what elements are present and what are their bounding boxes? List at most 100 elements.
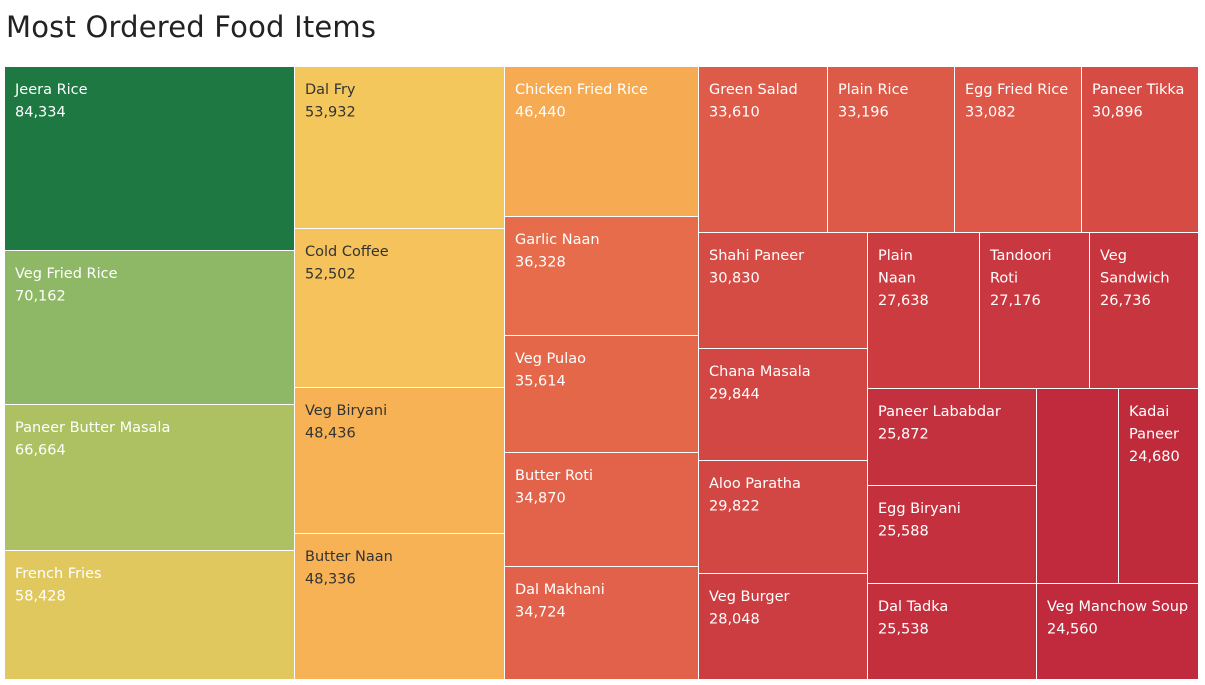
tile-rect[interactable]	[1090, 233, 1198, 388]
tile-shahi-paneer[interactable]: Shahi Paneer 30,830	[699, 233, 867, 348]
tile-value-label: 28,048	[709, 612, 760, 628]
tile-garlic-naan[interactable]: Garlic Naan 36,328	[505, 217, 698, 335]
tile-value-label: 30,896	[1092, 105, 1143, 121]
tile-rect[interactable]	[868, 233, 979, 388]
tile-dal-tadka[interactable]: Dal Tadka 25,538	[868, 584, 1036, 679]
tile-value-label: 46,440	[515, 105, 566, 121]
tile-butter-roti[interactable]: Butter Roti 34,870	[505, 453, 698, 566]
tile-name-label: Paneer Tikka	[1092, 82, 1184, 98]
tile-egg-fried-rice[interactable]: Egg Fried Rice 33,082	[955, 67, 1081, 232]
tile-rect[interactable]	[5, 67, 294, 250]
tile-value-label: 52,502	[305, 267, 356, 283]
tile-rect[interactable]	[505, 67, 698, 216]
tile-name-label: Sandwich	[1100, 271, 1170, 287]
tile-name-label: Kadai	[1129, 404, 1169, 420]
tile-veg-burger[interactable]: Veg Burger 28,048	[699, 574, 867, 679]
tile-value-label: 35,614	[515, 374, 566, 390]
tile-rect[interactable]	[505, 217, 698, 335]
tile-name-label: Paneer Butter Masala	[15, 420, 170, 436]
tile-veg-pulao[interactable]: Veg Pulao 35,614	[505, 336, 698, 452]
tile-name-label: Paneer	[1129, 427, 1179, 443]
tile-aloo-paratha[interactable]: Aloo Paratha 29,822	[699, 461, 867, 573]
tile-value-label: 66,664	[15, 443, 66, 459]
tile-rect[interactable]	[699, 67, 827, 232]
tile-paneer-tikka[interactable]: Paneer Tikka 30,896	[1082, 67, 1198, 232]
tile-veg-sandwich[interactable]: Veg Sandwich 26,736	[1090, 233, 1198, 388]
tile-name-label: Cold Coffee	[305, 244, 389, 260]
tile-rect[interactable]	[295, 534, 504, 679]
tile-kadai-paneer[interactable]: Kadai Paneer 24,680	[1119, 389, 1198, 583]
tile-rect[interactable]	[1037, 584, 1198, 679]
tile-name-label: Chana Masala	[709, 364, 811, 380]
tile-rect[interactable]	[868, 584, 1036, 679]
tile-rect[interactable]	[505, 453, 698, 566]
tile-rect[interactable]	[505, 336, 698, 452]
tile-name-label: Aloo Paratha	[709, 476, 801, 492]
tile-value-label: 24,560	[1047, 622, 1098, 638]
tile-plain-rice[interactable]: Plain Rice 33,196	[828, 67, 954, 232]
tile-jeera-rice[interactable]: Jeera Rice 84,334	[5, 67, 294, 250]
tile-rect[interactable]	[699, 461, 867, 573]
tile-dal-makhani[interactable]: Dal Makhani 34,724	[505, 567, 698, 679]
tile-name-label: Egg Fried Rice	[965, 82, 1068, 98]
tile-rect[interactable]	[868, 389, 1036, 485]
tile-name-label: Veg Manchow Soup	[1047, 599, 1188, 615]
tile-name-label: Butter Naan	[305, 549, 393, 565]
tile-veg-fried-rice[interactable]: Veg Fried Rice 70,162	[5, 251, 294, 404]
tile-name-label: Veg Fried Rice	[15, 266, 118, 282]
tile-rect[interactable]	[699, 233, 867, 348]
tile-value-label: 27,176	[990, 293, 1041, 309]
tile-french-fries[interactable]: French Fries 58,428	[5, 551, 294, 679]
tile-value-label: 27,638	[878, 293, 929, 309]
tile-tandoori-roti[interactable]: Tandoori Roti 27,176	[980, 233, 1089, 388]
tile-rect[interactable]	[868, 486, 1036, 583]
tile-value-label: 48,336	[305, 572, 356, 588]
tile-value-label: 84,334	[15, 105, 66, 121]
tile-name-label: French Fries	[15, 566, 102, 582]
tile-value-label: 58,428	[15, 589, 66, 605]
tile-veg-biryani[interactable]: Veg Biryani 48,436	[295, 388, 504, 533]
tile-rect[interactable]	[295, 67, 504, 228]
tile-value-label: 25,588	[878, 524, 929, 540]
tile-name-label: Butter Roti	[515, 468, 593, 484]
tile-rect[interactable]	[955, 67, 1081, 232]
tile-name-label: Jeera Rice	[14, 82, 88, 98]
tile-rect[interactable]	[5, 251, 294, 404]
tile-rect[interactable]	[980, 233, 1089, 388]
tile-plain-naan[interactable]: Plain Naan 27,638	[868, 233, 979, 388]
tile-paneer-lababdar[interactable]: Paneer Lababdar 25,872	[868, 389, 1036, 485]
tile-rect[interactable]	[5, 405, 294, 550]
tile-name-label: Veg	[1100, 248, 1127, 264]
tile-chana-masala[interactable]: Chana Masala 29,844	[699, 349, 867, 460]
tile-name-label: Green Salad	[709, 82, 798, 98]
tile-rect[interactable]	[699, 349, 867, 460]
tile-rect[interactable]	[699, 574, 867, 679]
tile-rect[interactable]	[828, 67, 954, 232]
tile-value-label: 36,328	[515, 255, 566, 271]
tile-rect[interactable]	[505, 567, 698, 679]
tile-rect[interactable]	[1082, 67, 1198, 232]
tile-rect[interactable]	[295, 388, 504, 533]
tile-egg-biryani[interactable]: Egg Biryani 25,588	[868, 486, 1036, 583]
tile-name-label: Dal Fry	[305, 82, 356, 98]
tile-chicken-fried-rice[interactable]: Chicken Fried Rice 46,440	[505, 67, 698, 216]
tile-butter-naan[interactable]: Butter Naan 48,336	[295, 534, 504, 679]
tile-rect[interactable]	[1119, 389, 1198, 583]
tile-cold-coffee[interactable]: Cold Coffee 52,502	[295, 229, 504, 387]
tile-rect[interactable]	[1037, 389, 1118, 583]
tile-value-label: 30,830	[709, 271, 760, 287]
tile-value-label: 70,162	[15, 289, 66, 305]
tile-veg-manchow-soup[interactable]: Veg Manchow Soup 24,560	[1037, 584, 1198, 679]
tile-name-label: Garlic Naan	[515, 232, 600, 248]
tile-dal-fry[interactable]: Dal Fry 53,932	[295, 67, 504, 228]
tile-green-salad[interactable]: Green Salad 33,610	[699, 67, 827, 232]
tile-rect[interactable]	[5, 551, 294, 679]
tile-rect[interactable]	[295, 229, 504, 387]
tile-value-label: 29,844	[709, 387, 760, 403]
tile-unlabeled[interactable]	[1037, 389, 1118, 583]
tile-name-label: Paneer Lababdar	[878, 404, 1001, 420]
tile-paneer-butter-masala[interactable]: Paneer Butter Masala 66,664	[5, 405, 294, 550]
tile-value-label: 33,196	[838, 105, 889, 121]
tile-value-label: 25,872	[878, 427, 929, 443]
